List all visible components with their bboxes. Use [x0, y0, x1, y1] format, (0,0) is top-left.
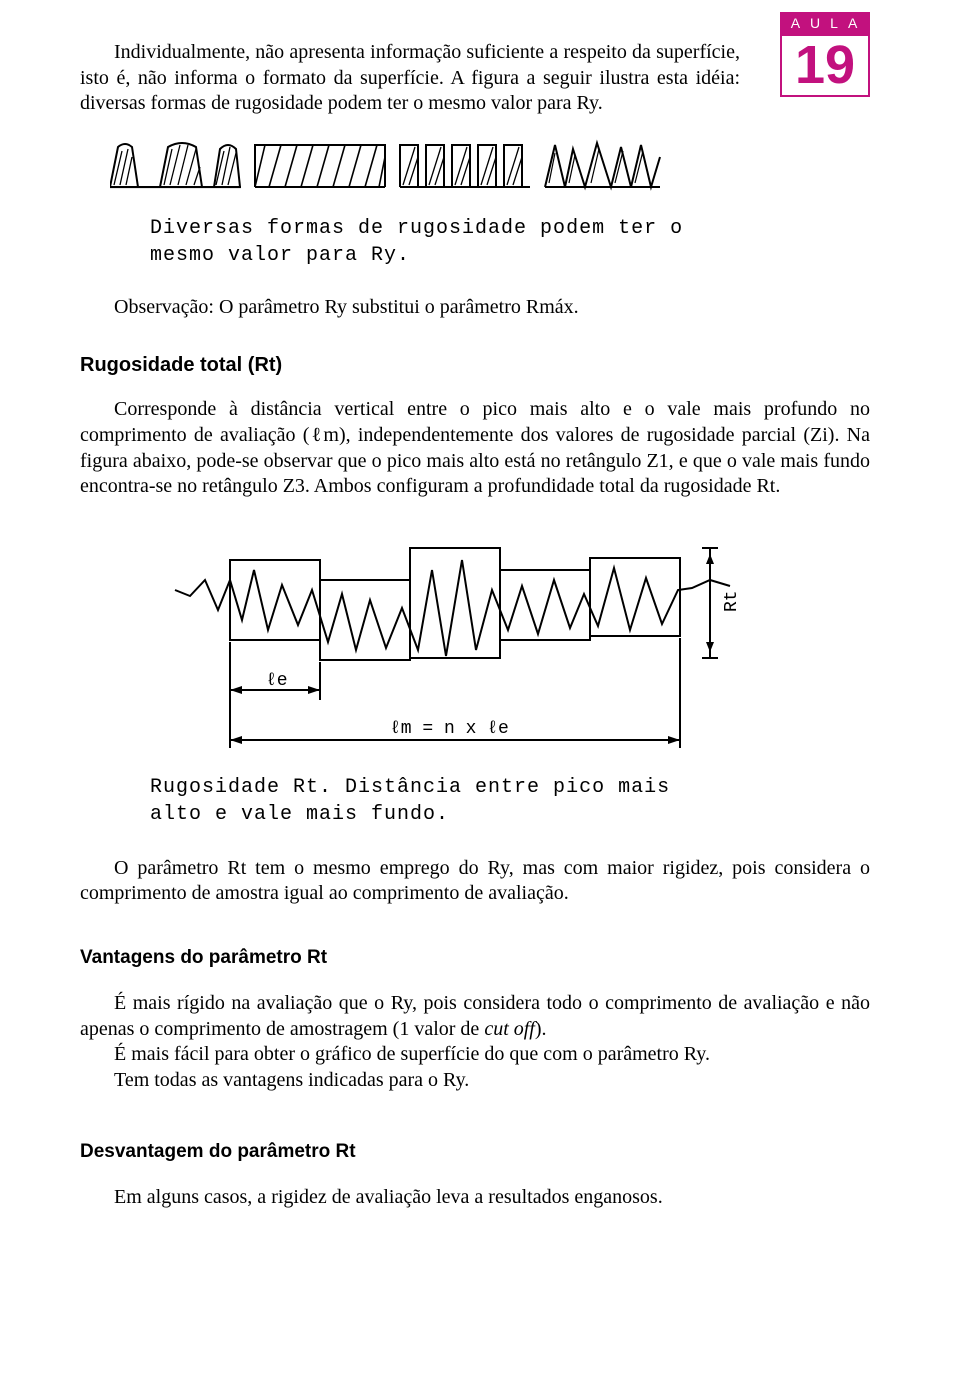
section-title-rt: Rugosidade total (Rt)	[80, 354, 870, 377]
disadvantage-1: Em alguns casos, a rigidez de avaliação …	[80, 1185, 870, 1211]
figure-2-caption: Rugosidade Rt. Distância entre pico mais…	[150, 774, 710, 828]
advantage-3: Tem todas as vantagens indicadas para o …	[80, 1068, 870, 1094]
figure-2: Rt ℓe ℓm = n x ℓe	[170, 530, 870, 760]
rt-label: Rt	[722, 590, 742, 612]
lm-formula-label: ℓm = n x ℓe	[390, 719, 509, 739]
paragraph-intro: Individualmente, não apresenta informaçã…	[80, 40, 740, 117]
paragraph-rt: Corresponde à distância vertical entre o…	[80, 397, 870, 499]
advantage-1-cutoff: cut off	[484, 1018, 535, 1040]
figure-1-caption: Diversas formas de rugosidade podem ter …	[150, 215, 710, 269]
page: AULA 19 Individualmente, não apresenta i…	[0, 0, 960, 1379]
advantage-2: É mais fácil para obter o gráfico de sup…	[80, 1042, 870, 1068]
section-title-advantages: Vantagens do parâmetro Rt	[80, 947, 870, 969]
observation-1: Observação: O parâmetro Ry substitui o p…	[80, 295, 870, 321]
aula-badge: AULA 19	[780, 12, 870, 97]
advantage-1: É mais rígido na avaliação que o Ry, poi…	[80, 991, 870, 1042]
advantage-1a: É mais rígido na avaliação que o Ry, poi…	[80, 992, 870, 1040]
section-title-disadvantage: Desvantagem do parâmetro Rt	[80, 1141, 870, 1163]
aula-number: 19	[780, 34, 870, 97]
rt-profile-diagram: Rt ℓe ℓm = n x ℓe	[170, 530, 750, 760]
paragraph-rt-usage: O parâmetro Rt tem o mesmo emprego do Ry…	[80, 856, 870, 907]
intro-block: Individualmente, não apresenta informaçã…	[80, 40, 740, 117]
advantage-1c: ).	[535, 1018, 547, 1040]
le-label: ℓe	[266, 671, 288, 691]
aula-label: AULA	[780, 12, 870, 34]
roughness-forms-diagram	[110, 137, 670, 207]
figure-1	[110, 137, 870, 207]
